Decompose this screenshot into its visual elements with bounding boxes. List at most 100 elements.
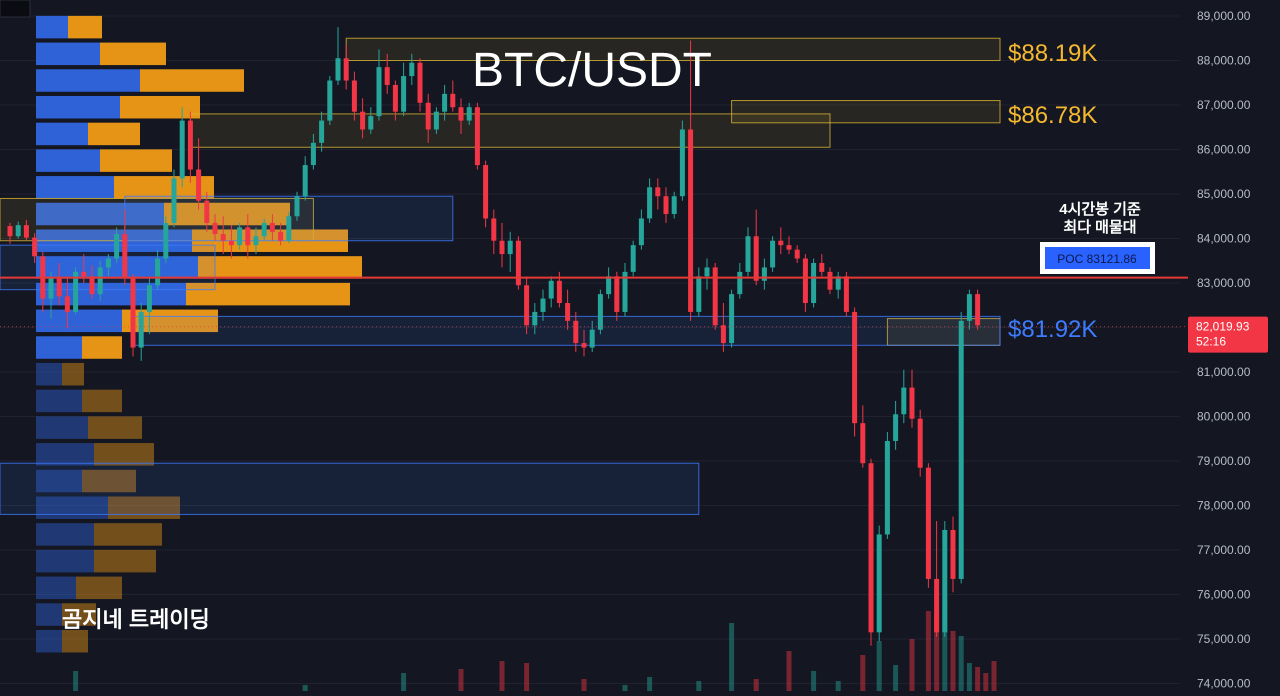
candle-down: [614, 276, 620, 312]
candle-down: [778, 240, 784, 246]
volume-bar: [991, 661, 997, 691]
price-tick-label: 75,000.00: [1197, 632, 1251, 646]
volume-bar: [581, 679, 587, 691]
corner-button[interactable]: [0, 0, 31, 18]
price-tick-label: 76,000.00: [1197, 588, 1251, 602]
candle-down: [720, 325, 726, 344]
candle-down: [23, 225, 29, 238]
candle-down: [122, 234, 128, 279]
candle-up: [179, 120, 185, 179]
candle-up: [589, 329, 595, 348]
candle-down: [868, 463, 874, 633]
candle-down: [852, 311, 858, 424]
volume-profile-buy-bar: [36, 389, 82, 413]
price-tick-label: 80,000.00: [1197, 410, 1251, 424]
volume-bar: [835, 681, 841, 691]
candle-up: [368, 116, 374, 130]
volume-profile-sell-bar: [140, 69, 244, 92]
price-tick-label: 84,000.00: [1197, 232, 1251, 246]
volume-profile-sell-bar: [82, 469, 136, 493]
candle-down: [7, 226, 13, 237]
volume-bar: [966, 663, 972, 691]
candle-down: [89, 276, 95, 295]
candle-down: [712, 267, 718, 326]
candle-down: [278, 231, 284, 241]
price-tick-label: 83,000.00: [1197, 276, 1251, 290]
volume-profile-buy-bar: [36, 469, 82, 493]
volume-bar: [811, 671, 817, 691]
candle-down: [843, 276, 849, 312]
candle-down: [565, 303, 571, 321]
watermark-text: 곰지네 트레이딩: [62, 607, 210, 632]
volume-bar: [786, 651, 792, 691]
candle-down: [819, 262, 825, 272]
volume-bar: [909, 639, 915, 691]
countdown-label: 52:16: [1196, 335, 1226, 349]
volume-profile-buy-bar: [36, 443, 94, 466]
candle-up: [171, 178, 177, 223]
candle-up: [835, 276, 841, 290]
volume-bar: [925, 611, 931, 691]
candle-down: [573, 320, 579, 344]
candle-down: [458, 107, 464, 121]
candle-up: [671, 196, 677, 215]
volume-profile-sell-bar: [164, 202, 290, 226]
candle-up: [958, 320, 964, 579]
candle-down: [556, 280, 562, 304]
volume-profile-sell-bar: [198, 256, 362, 279]
volume-profile-buy-bar: [36, 416, 88, 439]
volume-profile-buy-bar: [36, 576, 76, 600]
candle-down: [196, 169, 202, 201]
candle-up: [155, 258, 161, 286]
candle-up: [327, 80, 333, 121]
price-tick-label: 89,000.00: [1197, 9, 1251, 23]
candle-up: [401, 76, 407, 112]
candle-down: [663, 196, 669, 215]
volume-bar: [876, 641, 882, 691]
volume-bar: [958, 636, 964, 691]
candle-up: [606, 276, 612, 295]
volume-bar: [73, 671, 79, 691]
candle-down: [827, 271, 833, 290]
volume-profile-sell-bar: [186, 282, 350, 306]
candle-down: [499, 240, 505, 255]
volume-bar: [942, 601, 948, 691]
volume-profile-sell-bar: [68, 15, 102, 39]
volume-bar: [729, 623, 735, 691]
candle-up: [507, 240, 513, 255]
volume-profile-buy-bar: [36, 122, 88, 146]
candle-up: [647, 187, 653, 219]
candle-up: [622, 271, 628, 312]
candle-up: [745, 236, 751, 272]
volume-bar: [458, 669, 464, 691]
volume-bar: [622, 685, 628, 691]
volume-profile-buy-bar: [36, 176, 114, 199]
candle-up: [770, 240, 776, 268]
candle-up: [261, 222, 267, 237]
candles: [7, 27, 981, 646]
volume-profile-buy-bar: [36, 15, 68, 39]
volume-profile-buy-bar: [36, 336, 82, 359]
candle-up: [335, 58, 341, 81]
candle-up: [884, 440, 890, 535]
price-axis[interactable]: 89,000.00 88,000.00 87,000.00 86,000.00 85,0…: [1188, 9, 1268, 691]
volume-profile-sell-bar: [62, 629, 88, 653]
candle-down: [64, 296, 70, 312]
volume-bar: [753, 679, 759, 691]
candle-up: [696, 276, 702, 312]
volume-profile-buy-bar: [36, 95, 120, 119]
chart-title: BTC/USDT: [472, 44, 712, 97]
candle-up: [163, 222, 169, 259]
volume-profile-buy-bar: [36, 629, 62, 653]
candle-down: [491, 218, 497, 241]
candle-up: [433, 111, 439, 130]
current-price-badge: [1188, 316, 1268, 353]
candle-up: [811, 262, 817, 304]
candle-down: [794, 249, 800, 259]
price-tick-label: 74,000.00: [1197, 677, 1251, 691]
resistance-zone: [886, 318, 1001, 346]
price-tick-label: 88,000.00: [1197, 54, 1251, 68]
poc-badge: [1045, 247, 1150, 269]
